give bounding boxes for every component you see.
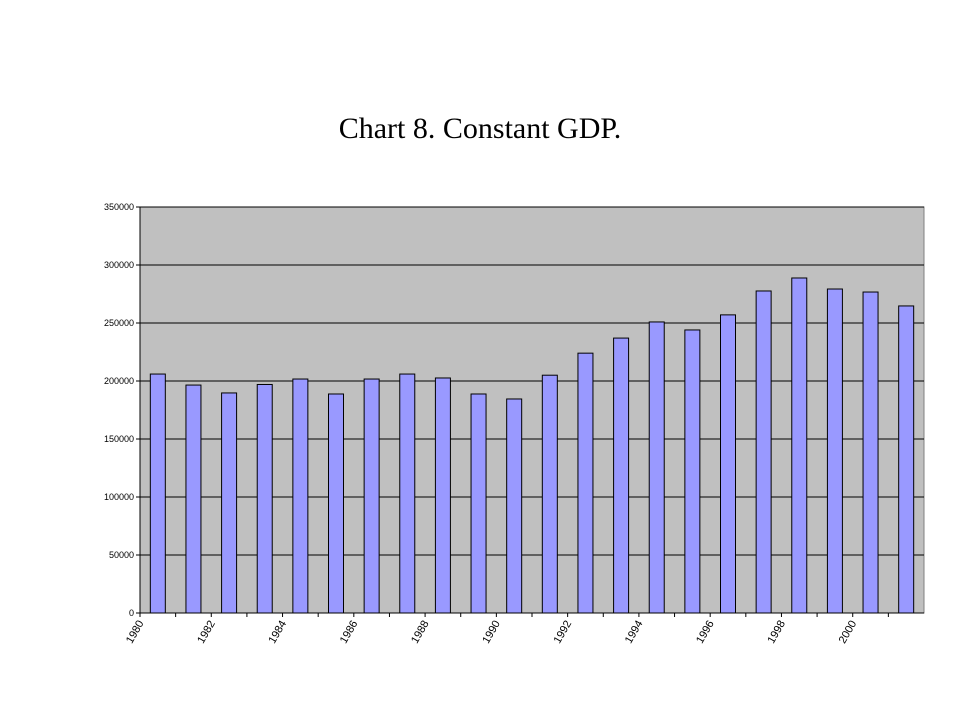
y-tick-label: 350000 <box>104 202 134 212</box>
x-tick-label: 1996 <box>694 619 717 646</box>
y-tick-label: 0 <box>129 608 134 618</box>
y-tick-label: 150000 <box>104 434 134 444</box>
bar <box>328 393 344 614</box>
x-tick-label: 1998 <box>765 619 788 646</box>
y-tick-label: 100000 <box>104 492 134 502</box>
bar <box>826 288 843 614</box>
bar <box>292 378 309 614</box>
y-tick-label: 250000 <box>104 318 134 328</box>
bar <box>648 321 665 614</box>
x-tick-label: 1984 <box>267 619 290 646</box>
bar <box>221 392 238 614</box>
y-tick-label: 200000 <box>104 376 134 386</box>
bar <box>755 290 772 614</box>
bar <box>185 384 202 614</box>
bar <box>720 314 736 614</box>
bar <box>434 377 451 614</box>
y-tick-label: 300000 <box>104 260 134 270</box>
bar <box>149 373 166 614</box>
x-tick-label: 1982 <box>195 619 218 646</box>
chart-title: Chart 8. Constant GDP. <box>339 112 622 145</box>
bar <box>470 393 487 614</box>
bar <box>577 352 594 614</box>
x-tick-label: 1992 <box>552 619 575 646</box>
x-tick-label: 1986 <box>338 619 361 646</box>
bar <box>506 398 523 614</box>
x-tick-label: 1980 <box>124 619 147 646</box>
bar <box>399 373 416 614</box>
bar <box>541 374 558 614</box>
x-tick-label: 2000 <box>837 619 860 646</box>
bar <box>684 329 701 614</box>
bar <box>256 383 273 614</box>
bar <box>898 305 915 614</box>
bar <box>363 378 380 614</box>
bar <box>862 291 879 614</box>
x-tick-label: 1994 <box>623 619 646 646</box>
y-tick-label: 50000 <box>109 550 134 560</box>
x-tick-label: 1988 <box>409 619 432 646</box>
bar <box>613 337 630 614</box>
bar <box>791 277 808 614</box>
x-tick-label: 1990 <box>480 619 503 646</box>
